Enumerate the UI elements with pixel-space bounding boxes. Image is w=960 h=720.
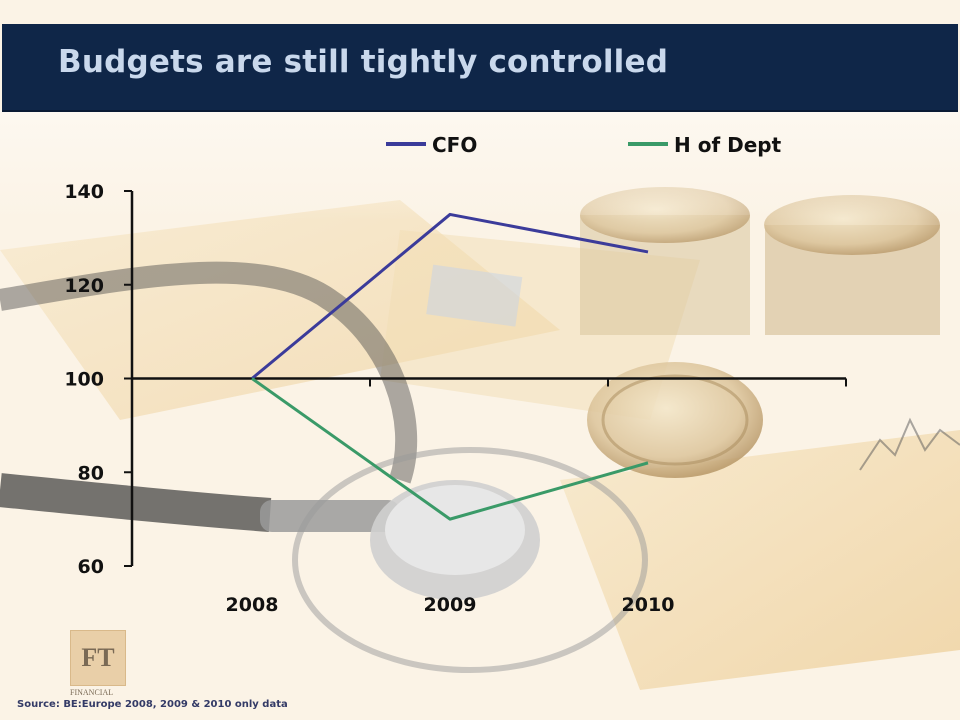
x-tick-label: 2009 [424, 594, 477, 616]
ft-logo-caption-1: FINANCIAL [70, 688, 114, 697]
title-bar: Budgets are still tightly controlled [2, 24, 958, 112]
legend-label-h-of-dept: H of Dept [674, 133, 782, 157]
y-tick-label: 140 [64, 181, 104, 203]
source-note: Source: BE:Europe 2008, 2009 & 2010 only… [17, 699, 288, 710]
y-tick-label: 120 [64, 275, 104, 297]
legend-label-cfo: CFO [432, 133, 477, 157]
ft-logo-mark: FT [70, 630, 126, 686]
x-tick-label: 2008 [226, 594, 279, 616]
y-tick-label: 80 [78, 462, 104, 484]
series-line-h-of-dept [251, 377, 649, 521]
slide-title: Budgets are still tightly controlled [58, 44, 669, 80]
y-tick-label: 100 [64, 369, 104, 391]
y-tick-label: 60 [78, 556, 104, 578]
x-tick-label: 2010 [622, 594, 675, 616]
ft-logo: FT FINANCIAL [70, 630, 126, 697]
series-line-cfo [251, 212, 649, 380]
